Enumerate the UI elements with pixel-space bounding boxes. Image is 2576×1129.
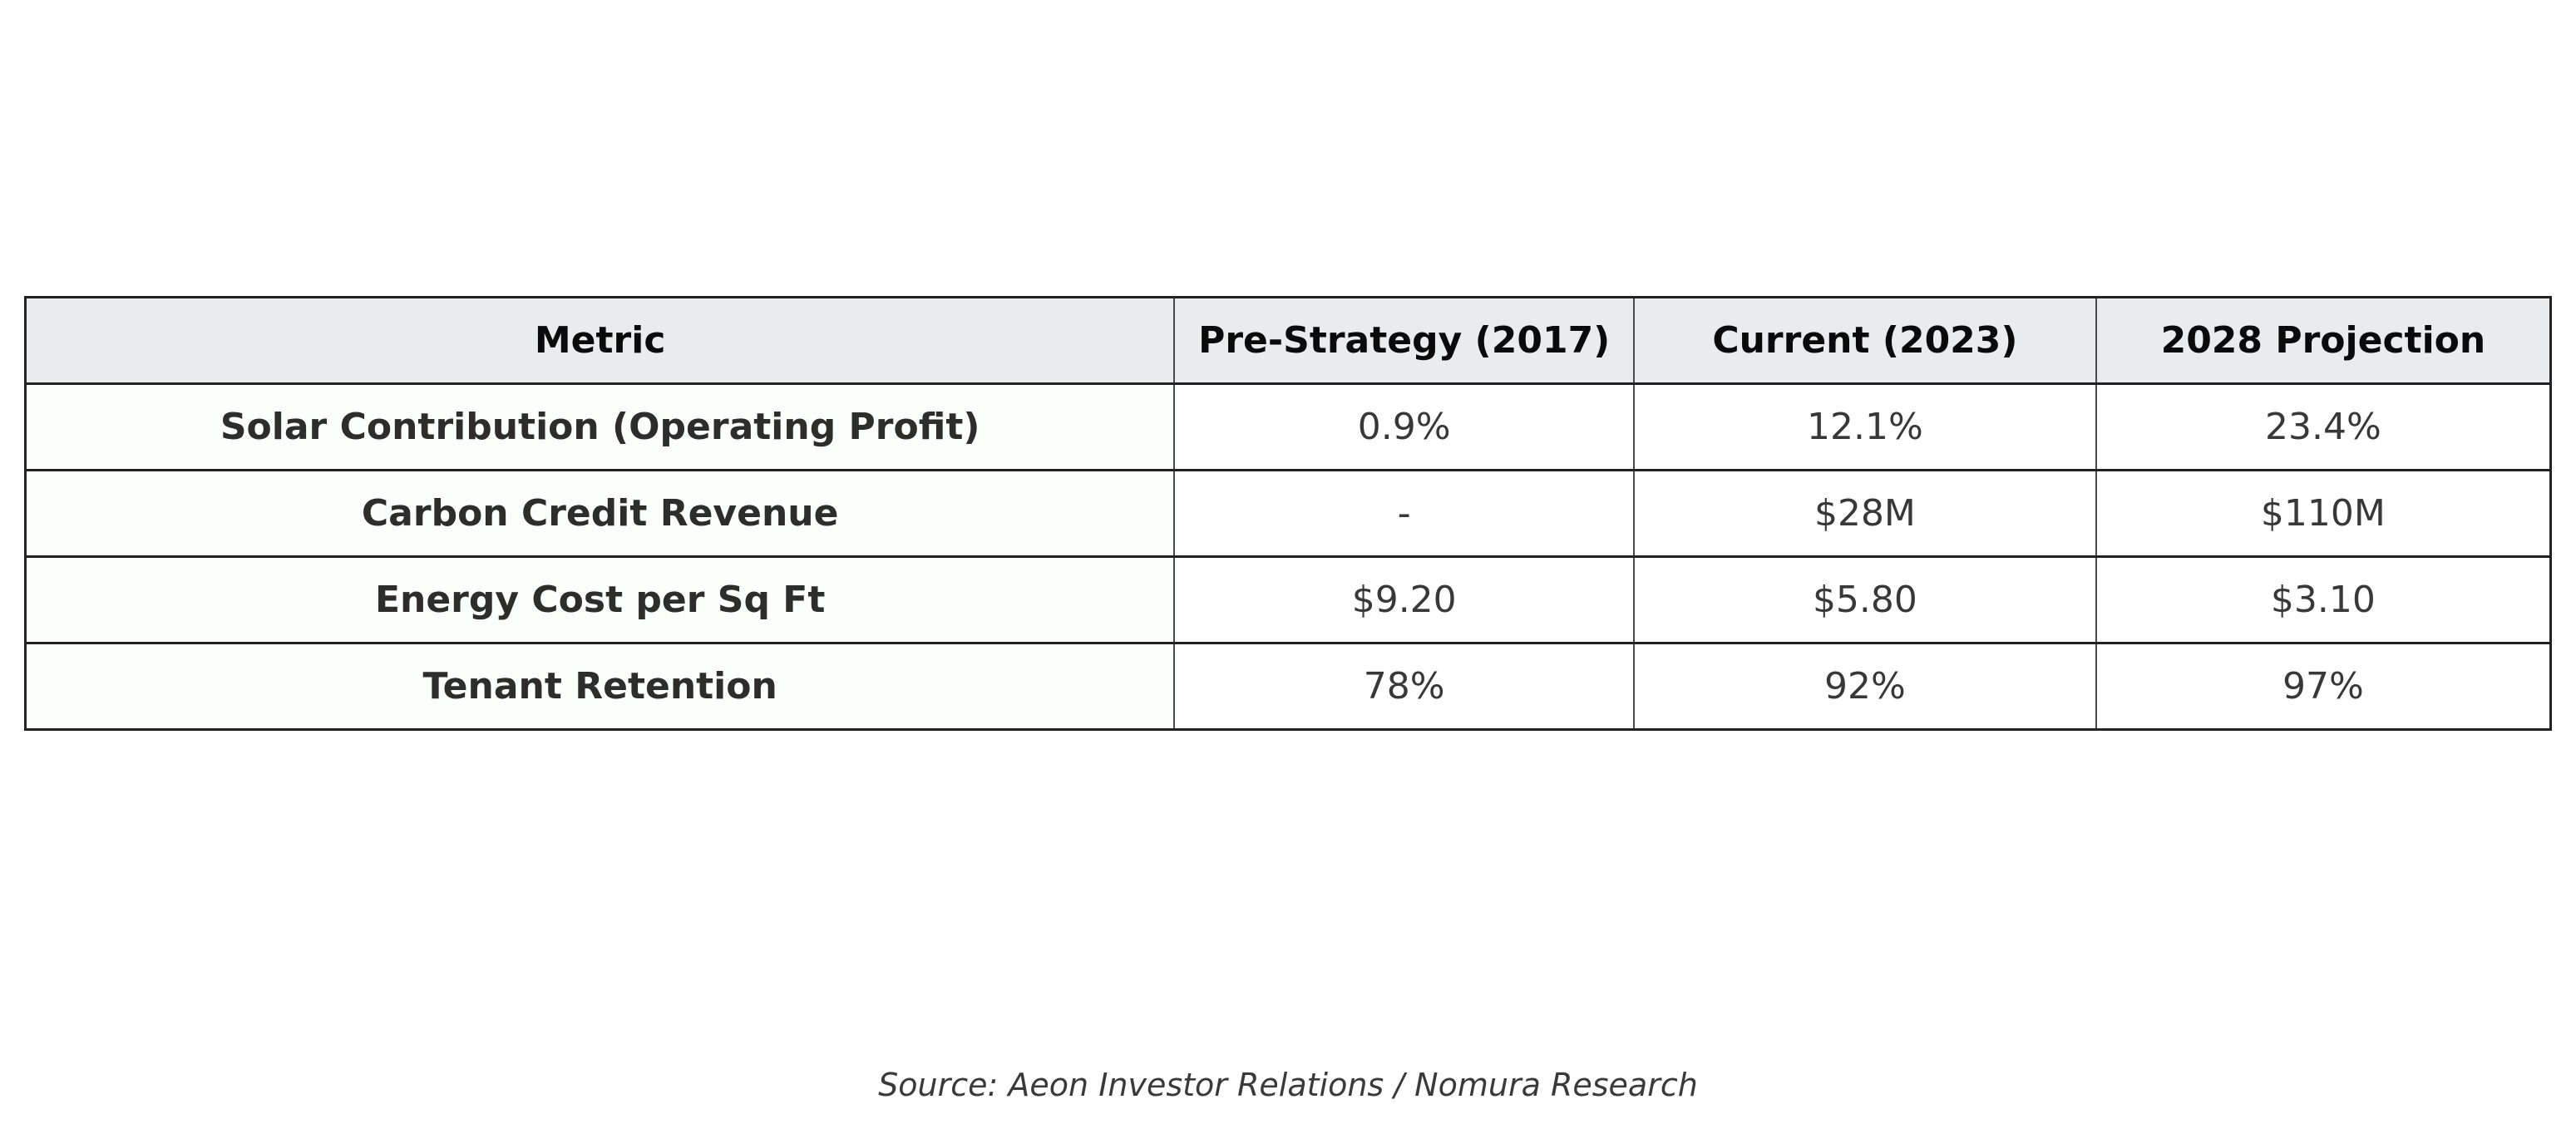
cell-tenant-pre-strategy: 78% <box>1173 642 1636 731</box>
column-header-metric: Metric <box>24 296 1176 385</box>
table-row-carbon-credit: Carbon Credit Revenue - $28M $110M <box>24 469 2552 558</box>
column-header-pre-strategy: Pre-Strategy (2017) <box>1173 296 1636 385</box>
source-note: Source: Aeon Investor Relations / Nomura… <box>878 1067 1698 1103</box>
column-header-projection: 2028 Projection <box>2095 296 2552 385</box>
cell-carbon-pre-strategy: - <box>1173 469 1636 558</box>
cell-energy-current: $5.80 <box>1633 555 2097 644</box>
row-label-tenant-retention: Tenant Retention <box>24 642 1176 731</box>
cell-energy-projection: $3.10 <box>2095 555 2552 644</box>
table-header-row: Metric Pre-Strategy (2017) Current (2023… <box>24 296 2552 385</box>
cell-tenant-projection: 97% <box>2095 642 2552 731</box>
metrics-table: Metric Pre-Strategy (2017) Current (2023… <box>24 296 2552 731</box>
cell-carbon-current: $28M <box>1633 469 2097 558</box>
cell-carbon-projection: $110M <box>2095 469 2552 558</box>
row-label-solar-contribution: Solar Contribution (Operating Profit) <box>24 382 1176 471</box>
table-row-energy-cost: Energy Cost per Sq Ft $9.20 $5.80 $3.10 <box>24 555 2552 644</box>
row-label-energy-cost: Energy Cost per Sq Ft <box>24 555 1176 644</box>
cell-tenant-current: 92% <box>1633 642 2097 731</box>
cell-solar-current: 12.1% <box>1633 382 2097 471</box>
column-header-current: Current (2023) <box>1633 296 2097 385</box>
cell-solar-pre-strategy: 0.9% <box>1173 382 1636 471</box>
row-label-carbon-credit: Carbon Credit Revenue <box>24 469 1176 558</box>
table-row-solar-contribution: Solar Contribution (Operating Profit) 0.… <box>24 382 2552 471</box>
cell-energy-pre-strategy: $9.20 <box>1173 555 1636 644</box>
table-row-tenant-retention: Tenant Retention 78% 92% 97% <box>24 642 2552 731</box>
cell-solar-projection: 23.4% <box>2095 382 2552 471</box>
